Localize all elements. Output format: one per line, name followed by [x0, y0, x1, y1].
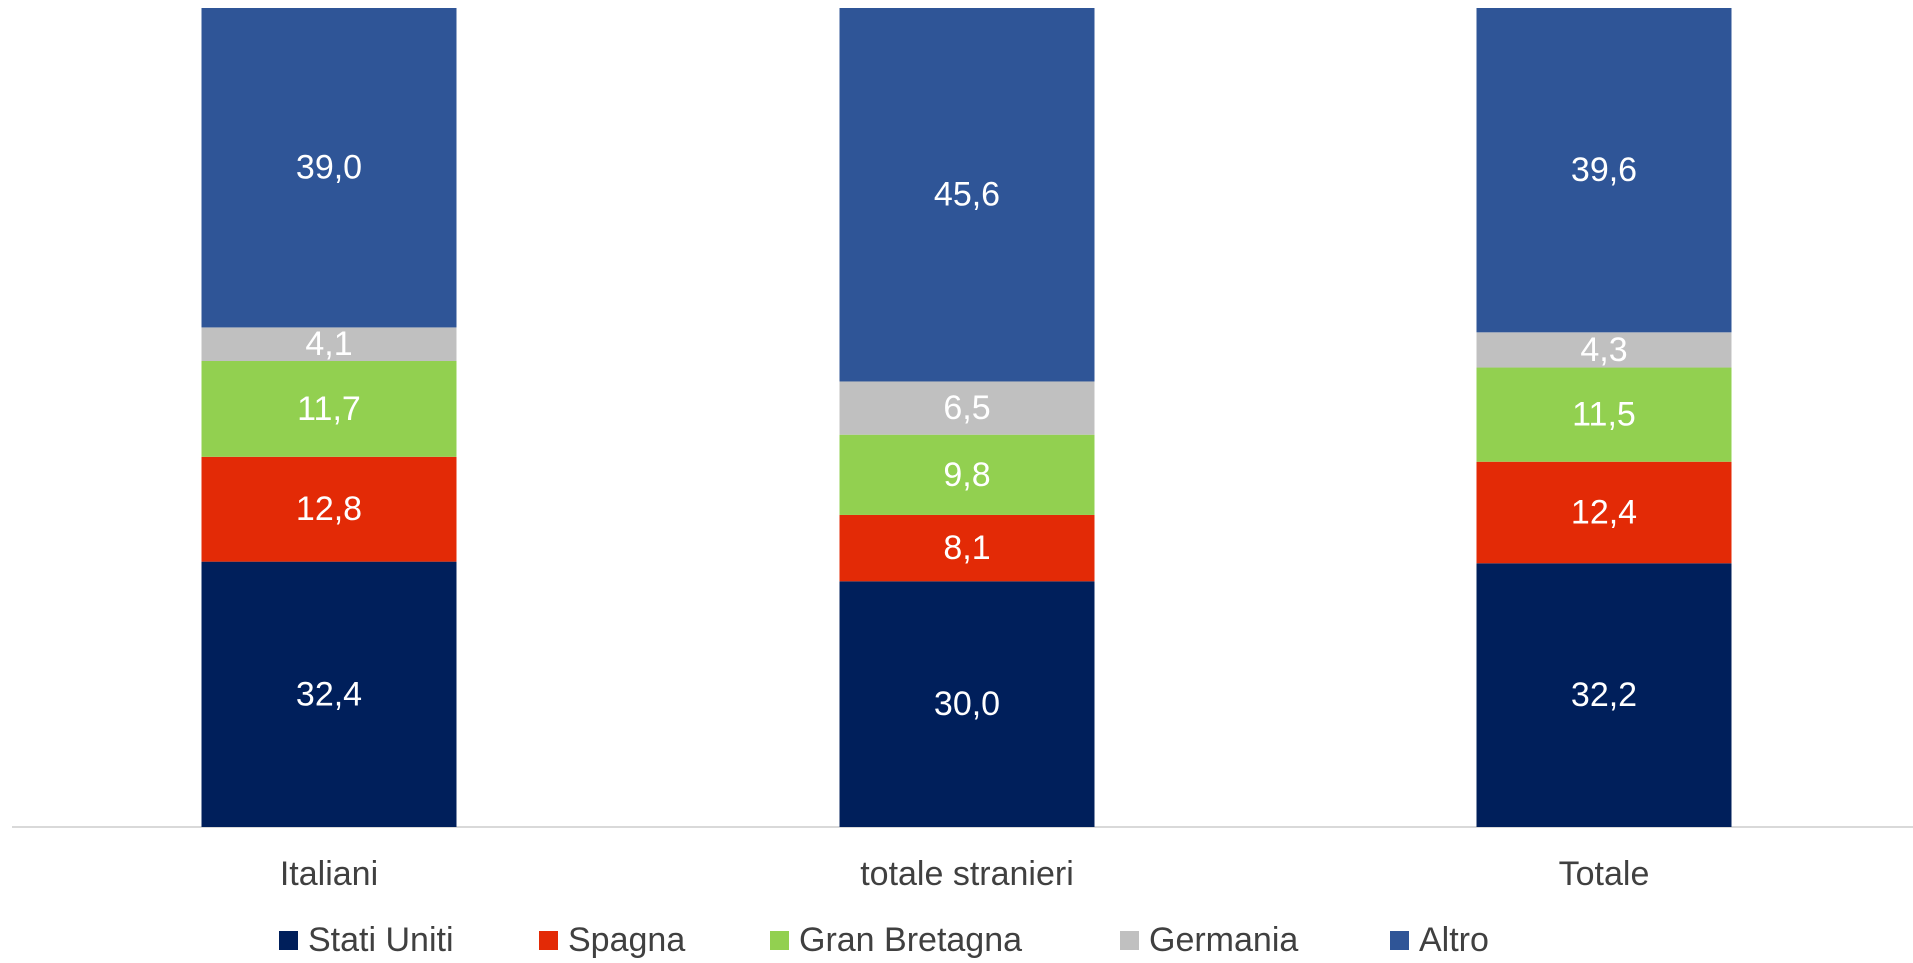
bar-segment — [839, 381, 1095, 435]
bar-segment — [201, 327, 457, 361]
bar-segment — [1476, 367, 1732, 462]
x-tick-label: totale stranieri — [860, 855, 1074, 893]
data-label: 6,5 — [943, 389, 990, 427]
data-label: 30,0 — [934, 685, 1000, 723]
data-label: 45,6 — [934, 176, 1000, 214]
data-label: 4,1 — [305, 325, 352, 363]
legend-label: Germania — [1149, 921, 1298, 959]
legend-label: Gran Bretagna — [799, 921, 1022, 959]
data-label: 32,2 — [1571, 676, 1637, 714]
data-label: 12,4 — [1571, 493, 1637, 531]
data-label: 9,8 — [943, 456, 990, 494]
legend-swatch — [770, 931, 789, 950]
bar-segment — [839, 514, 1095, 582]
legend-swatch — [539, 931, 558, 950]
bar-segment — [201, 8, 457, 328]
data-label: 12,8 — [296, 490, 362, 528]
bar-segment — [201, 360, 457, 457]
data-label: 4,3 — [1580, 331, 1627, 369]
legend-label: Altro — [1419, 921, 1489, 959]
data-label: 39,0 — [296, 149, 362, 187]
bar-segment — [201, 561, 457, 827]
bar-segment — [1476, 461, 1732, 564]
x-tick-label: Italiani — [280, 855, 378, 893]
data-label: 8,1 — [943, 529, 990, 567]
bar-segment — [1476, 563, 1732, 827]
legend-label: Spagna — [568, 921, 685, 959]
bar-segment — [1476, 332, 1732, 368]
data-label: 32,4 — [296, 675, 362, 713]
legend-swatch — [1120, 931, 1139, 950]
legend-swatch — [1390, 931, 1409, 950]
x-tick-label: Totale — [1559, 855, 1650, 893]
legend-swatch — [279, 931, 298, 950]
bar-segment — [839, 8, 1095, 382]
data-label: 11,7 — [297, 390, 361, 428]
bar-segment — [201, 456, 457, 562]
bar-segment — [839, 581, 1095, 827]
data-label: 39,6 — [1571, 151, 1637, 189]
data-label: 11,5 — [1572, 396, 1636, 434]
bar-segment — [839, 434, 1095, 515]
legend-label: Stati Uniti — [308, 921, 454, 959]
bar-segment — [1476, 8, 1732, 333]
